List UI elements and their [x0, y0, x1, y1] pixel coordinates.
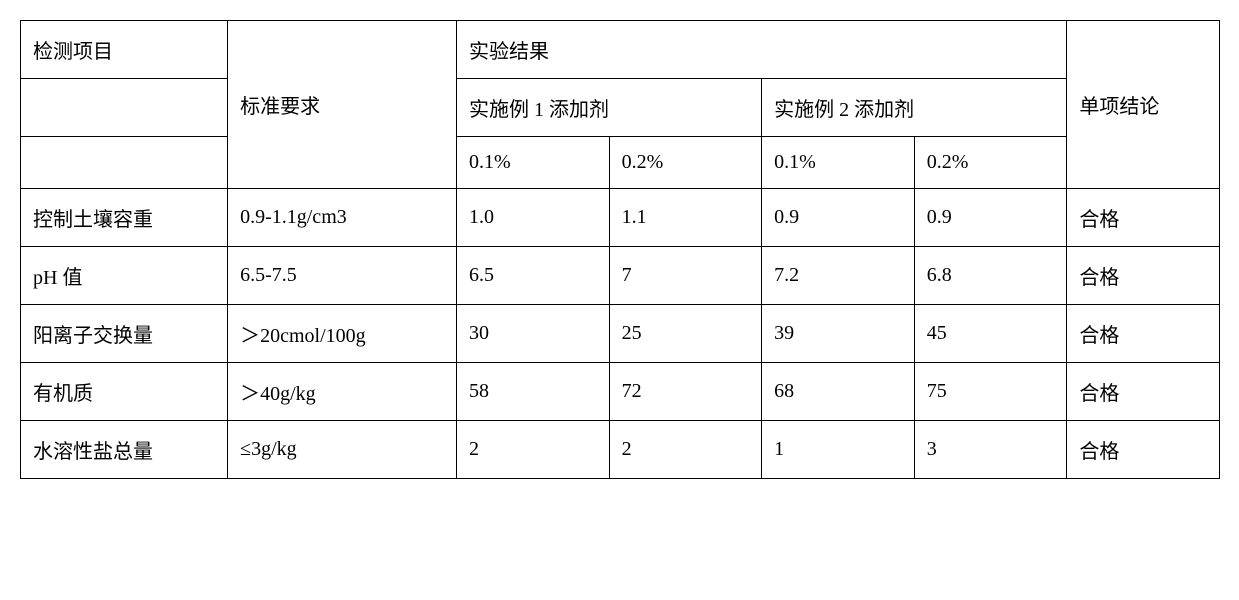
- cell-result: 7: [609, 247, 762, 305]
- header-pct-c: 0.1%: [762, 137, 915, 189]
- header-item-blank: [21, 137, 228, 189]
- cell-result: 1.1: [609, 189, 762, 247]
- cell-result: 2: [456, 421, 609, 479]
- cell-result: 68: [762, 363, 915, 421]
- cell-item: 阳离子交换量: [21, 305, 228, 363]
- table-row: 阳离子交换量 ＞20cmol/100g 30 25 39 45 合格: [21, 305, 1220, 363]
- header-results-group: 实验结果: [456, 21, 1066, 79]
- cell-result: 1.0: [456, 189, 609, 247]
- cell-result: 30: [456, 305, 609, 363]
- cell-standard: ＞20cmol/100g: [228, 305, 457, 363]
- cell-result: 6.5: [456, 247, 609, 305]
- table-row: 有机质 ＞40g/kg 58 72 68 75 合格: [21, 363, 1220, 421]
- cell-result: 45: [914, 305, 1067, 363]
- header-example2: 实施例 2 添加剂: [762, 79, 1067, 137]
- cell-standard: 6.5-7.5: [228, 247, 457, 305]
- cell-item: 有机质: [21, 363, 228, 421]
- cell-item: 水溶性盐总量: [21, 421, 228, 479]
- header-item: 检测项目: [21, 21, 228, 79]
- cell-result: 39: [762, 305, 915, 363]
- cell-result: 7.2: [762, 247, 915, 305]
- header-pct-d: 0.2%: [914, 137, 1067, 189]
- cell-result: 72: [609, 363, 762, 421]
- cell-result: 1: [762, 421, 915, 479]
- cell-result: 6.8: [914, 247, 1067, 305]
- header-conclusion: 单项结论: [1067, 21, 1220, 189]
- cell-conclusion: 合格: [1067, 189, 1220, 247]
- cell-item: pH 值: [21, 247, 228, 305]
- results-table: 检测项目 标准要求 实验结果 单项结论 实施例 1 添加剂 实施例 2 添加剂 …: [20, 20, 1220, 479]
- header-pct-a: 0.1%: [456, 137, 609, 189]
- table-row: pH 值 6.5-7.5 6.5 7 7.2 6.8 合格: [21, 247, 1220, 305]
- cell-result: 58: [456, 363, 609, 421]
- table-row: 水溶性盐总量 ≤3g/kg 2 2 1 3 合格: [21, 421, 1220, 479]
- header-pct-b: 0.2%: [609, 137, 762, 189]
- table-header-row: 实施例 1 添加剂 实施例 2 添加剂: [21, 79, 1220, 137]
- cell-conclusion: 合格: [1067, 421, 1220, 479]
- table-header-row: 0.1% 0.2% 0.1% 0.2%: [21, 137, 1220, 189]
- header-standard: 标准要求: [228, 21, 457, 189]
- cell-result: 0.9: [762, 189, 915, 247]
- header-item-blank: [21, 79, 228, 137]
- cell-standard: 0.9-1.1g/cm3: [228, 189, 457, 247]
- cell-item: 控制土壤容重: [21, 189, 228, 247]
- cell-result: 3: [914, 421, 1067, 479]
- cell-result: 25: [609, 305, 762, 363]
- header-example1: 实施例 1 添加剂: [456, 79, 761, 137]
- cell-conclusion: 合格: [1067, 305, 1220, 363]
- cell-result: 0.9: [914, 189, 1067, 247]
- cell-standard: ≤3g/kg: [228, 421, 457, 479]
- cell-conclusion: 合格: [1067, 247, 1220, 305]
- table-header-row: 检测项目 标准要求 实验结果 单项结论: [21, 21, 1220, 79]
- cell-standard: ＞40g/kg: [228, 363, 457, 421]
- cell-result: 2: [609, 421, 762, 479]
- cell-result: 75: [914, 363, 1067, 421]
- table-row: 控制土壤容重 0.9-1.1g/cm3 1.0 1.1 0.9 0.9 合格: [21, 189, 1220, 247]
- cell-conclusion: 合格: [1067, 363, 1220, 421]
